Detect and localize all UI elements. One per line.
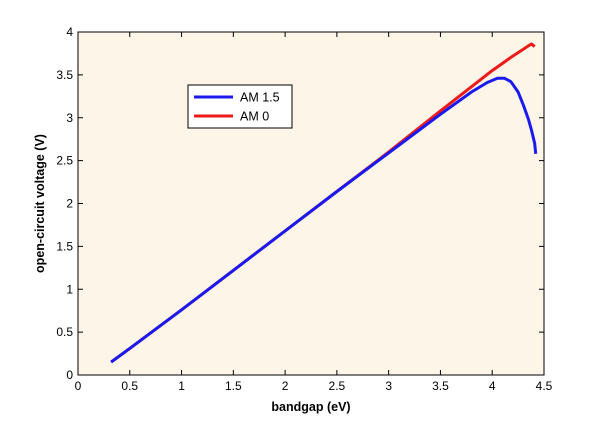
y-tick-label: 3 xyxy=(66,111,73,125)
legend: AM 1.5 AM 0 xyxy=(187,84,293,129)
series-layer xyxy=(110,42,538,364)
legend-label-am0: AM 0 xyxy=(240,110,269,124)
legend-label-am15: AM 1.5 xyxy=(240,91,280,105)
x-tick-label: 1 xyxy=(178,379,185,393)
ticks-layer: 0 0.5 1 1.5 2 2.5 3 3.5 4 4.5 0 0.5 1 1.5 2 2.5 3 3.5 4 xyxy=(56,25,552,393)
y-tick-label: 3.5 xyxy=(56,68,73,82)
x-tick-label: 3 xyxy=(385,379,392,393)
y-tick-label: 4 xyxy=(66,25,73,39)
x-tick-label: 4.5 xyxy=(536,379,553,393)
x-tick-label: 4 xyxy=(489,379,496,393)
x-tick-label: 0 xyxy=(75,379,82,393)
x-axis-label: bandgap (eV) xyxy=(271,400,350,414)
x-tick-label: 3.5 xyxy=(432,379,449,393)
x-tick-label: 2 xyxy=(282,379,289,393)
y-tick-label: 1.5 xyxy=(56,239,73,253)
y-tick-label: 2.5 xyxy=(56,154,73,168)
y-axis-label: open-circuit voltage (V) xyxy=(33,134,47,273)
series-line-am-1-5 xyxy=(110,76,538,364)
y-tick-label: 0.5 xyxy=(56,325,73,339)
y-tick-label: 0 xyxy=(66,368,73,382)
legend-box xyxy=(187,84,293,129)
x-tick-label: 0.5 xyxy=(121,379,138,393)
x-tick-label: 2.5 xyxy=(329,379,346,393)
y-tick-label: 2 xyxy=(66,197,73,211)
y-tick-label: 1 xyxy=(66,282,73,296)
x-tick-label: 1.5 xyxy=(225,379,242,393)
